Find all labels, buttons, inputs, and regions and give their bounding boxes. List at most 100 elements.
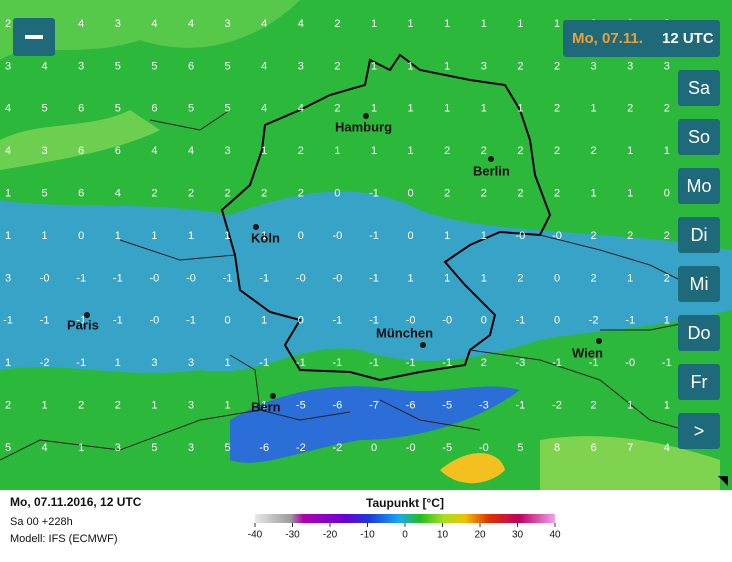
grid-value: 1	[481, 103, 487, 115]
grid-value: 2	[188, 188, 194, 200]
city-dot	[596, 338, 602, 344]
grid-value: 2	[664, 272, 670, 284]
day-button[interactable]: Do	[678, 315, 720, 351]
grid-value: 1	[408, 18, 414, 30]
value-grid: 2 4 4 3 4 4 3 4 4 2 1 1 1 1 1 1 3 3 3 3 4 3 5 5 6 5 4 3 2 1 1 1 3 2 2 3 3 3 4 5…	[3, 18, 672, 454]
grid-value: 0	[371, 442, 377, 454]
grid-value: 3	[225, 18, 231, 30]
grid-value: 6	[591, 442, 597, 454]
grid-value: -7	[369, 400, 379, 412]
grid-value: 1	[444, 103, 450, 115]
grid-value: -1	[516, 315, 526, 327]
grid-value: 1	[517, 103, 523, 115]
footer-model: Modell: IFS (ECMWF)	[10, 533, 118, 545]
colorbar-tick-label: 30	[512, 530, 524, 541]
grid-value: 2	[591, 230, 597, 242]
day-button-bg	[678, 168, 720, 204]
grid-value: 1	[371, 18, 377, 30]
grid-value: 2	[627, 103, 633, 115]
grid-value: 5	[225, 442, 231, 454]
grid-value: 1	[408, 272, 414, 284]
day-button-bg	[678, 70, 720, 106]
grid-value: 6	[151, 103, 157, 115]
grid-value: 1	[627, 400, 633, 412]
grid-value: -6	[406, 400, 416, 412]
day-button-bg	[678, 266, 720, 302]
grid-value: 2	[298, 145, 304, 157]
grid-value: 3	[5, 272, 11, 284]
grid-value: -0	[406, 315, 416, 327]
grid-value: 3	[627, 60, 633, 72]
grid-value: 4	[5, 103, 11, 115]
grid-value: 4	[261, 103, 267, 115]
grid-value: -2	[296, 442, 306, 454]
grid-value: -0	[333, 272, 343, 284]
city-dot	[488, 156, 494, 162]
grid-value: 1	[481, 230, 487, 242]
day-button[interactable]: >	[678, 413, 720, 449]
badge-day: Mo, 07.11.	[572, 30, 643, 47]
grid-value: 5	[188, 103, 194, 115]
grid-value: -1	[589, 357, 599, 369]
day-button[interactable]: Sa	[678, 70, 720, 106]
colorbar-tick-label: -20	[323, 530, 338, 541]
grid-value: 1	[627, 145, 633, 157]
grid-value: 1	[151, 400, 157, 412]
grid-value: 4	[78, 18, 84, 30]
zoom-out-button[interactable]	[13, 18, 55, 56]
grid-value: -1	[76, 272, 86, 284]
grid-value: 2	[334, 18, 340, 30]
grid-value: 1	[371, 103, 377, 115]
grid-value: -1	[552, 357, 562, 369]
grid-value: 1	[591, 188, 597, 200]
grid-value: 6	[188, 60, 194, 72]
grid-value: 0	[554, 272, 560, 284]
grid-value: 1	[261, 400, 267, 412]
grid-value: 1	[115, 357, 121, 369]
day-button[interactable]: Mi	[678, 266, 720, 302]
grid-value: 4	[298, 18, 304, 30]
grid-value: 3	[151, 357, 157, 369]
grid-value: 1	[261, 145, 267, 157]
grid-value: -2	[40, 357, 50, 369]
grid-value: 6	[78, 103, 84, 115]
day-button-label: Sa	[688, 78, 711, 98]
colorbar-tick-label: 40	[549, 530, 561, 541]
grid-value: 4	[188, 145, 194, 157]
grid-value: 1	[444, 272, 450, 284]
grid-value: 2	[5, 400, 11, 412]
city-dot	[363, 113, 369, 119]
grid-value: 6	[78, 145, 84, 157]
grid-value: 0	[408, 230, 414, 242]
city-dot	[84, 312, 90, 318]
day-button-label: So	[688, 127, 710, 147]
day-button[interactable]: Di	[678, 217, 720, 253]
grid-value: -5	[442, 400, 452, 412]
day-button[interactable]: Mo	[678, 168, 720, 204]
grid-value: 1	[408, 145, 414, 157]
grid-value: 1	[115, 230, 121, 242]
grid-value: 0	[298, 315, 304, 327]
grid-value: -6	[259, 442, 269, 454]
grid-value: 2	[481, 145, 487, 157]
grid-value: 4	[42, 60, 48, 72]
city-label: Hamburg	[335, 119, 392, 134]
grid-value: 2	[225, 188, 231, 200]
footer-date: Mo, 07.11.2016, 12 UTC	[10, 495, 142, 509]
grid-value: 4	[298, 103, 304, 115]
grid-value: -0	[442, 315, 452, 327]
day-button[interactable]: Fr	[678, 364, 720, 400]
grid-value: 1	[261, 230, 267, 242]
grid-value: 0	[408, 188, 414, 200]
map	[0, 0, 732, 490]
grid-value: 4	[151, 145, 157, 157]
day-button-label: Do	[687, 323, 710, 343]
grid-value: -1	[113, 315, 123, 327]
grid-value: 3	[664, 60, 670, 72]
city-dot	[253, 224, 259, 230]
grid-value: -1	[333, 315, 343, 327]
grid-value: 4	[664, 442, 670, 454]
grid-value: 1	[225, 230, 231, 242]
day-button[interactable]: So	[678, 119, 720, 155]
grid-value: -1	[369, 230, 379, 242]
